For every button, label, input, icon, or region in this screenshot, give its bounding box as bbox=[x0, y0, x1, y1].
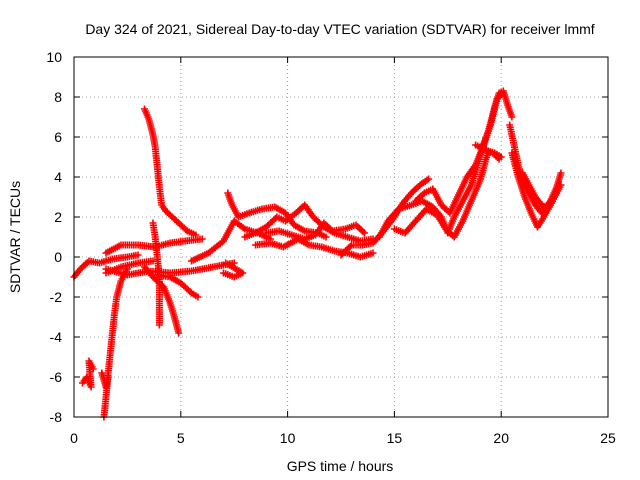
y-tick-label: 2 bbox=[54, 209, 62, 225]
y-tick-label: -8 bbox=[50, 409, 63, 425]
data-point-markers bbox=[220, 259, 247, 281]
data-point-markers bbox=[262, 219, 368, 243]
y-axis-label: SDTVAR / TECUs bbox=[7, 181, 23, 293]
data-point-markers bbox=[98, 369, 112, 391]
y-tick-label: 10 bbox=[46, 49, 62, 65]
data-point-markers bbox=[79, 357, 97, 391]
x-axis-label: GPS time / hours bbox=[287, 458, 394, 474]
x-tick-label: 5 bbox=[177, 430, 185, 446]
axis-ticks: 0 5 10 15 20 25 -8 -6 -4 -2 0 2 4 6 8 10 bbox=[46, 49, 616, 446]
y-tick-label: 0 bbox=[54, 249, 62, 265]
series-track bbox=[390, 147, 505, 241]
data-point-markers bbox=[252, 235, 377, 261]
x-tick-label: 15 bbox=[387, 430, 403, 446]
series-track bbox=[252, 235, 377, 261]
y-tick-label: -6 bbox=[50, 369, 63, 385]
series-track bbox=[472, 141, 503, 163]
grid-lines bbox=[74, 57, 608, 417]
x-tick-label: 10 bbox=[280, 430, 296, 446]
y-tick-label: 8 bbox=[54, 89, 62, 105]
chart-title: Day 324 of 2021, Sidereal Day-to-day VTE… bbox=[85, 21, 594, 37]
data-point-markers bbox=[519, 169, 565, 213]
x-tick-label: 0 bbox=[70, 430, 78, 446]
y-tick-label: -4 bbox=[50, 329, 63, 345]
series-track bbox=[519, 169, 565, 213]
series-track bbox=[141, 105, 200, 239]
x-tick-label: 20 bbox=[493, 430, 509, 446]
data-points bbox=[70, 87, 565, 421]
y-tick-label: 6 bbox=[54, 129, 62, 145]
series-track bbox=[262, 219, 368, 243]
series-track bbox=[98, 369, 112, 391]
data-point-markers bbox=[141, 105, 200, 239]
x-tick-label: 25 bbox=[600, 430, 616, 446]
y-tick-label: 4 bbox=[54, 169, 62, 185]
y-tick-label: -2 bbox=[50, 289, 63, 305]
series-track bbox=[149, 219, 163, 329]
series-track bbox=[79, 357, 97, 391]
series-track bbox=[220, 259, 247, 281]
data-point-markers bbox=[149, 219, 163, 329]
data-point-markers bbox=[390, 147, 505, 241]
plot-frame bbox=[73, 56, 609, 418]
data-point-markers bbox=[472, 141, 503, 163]
